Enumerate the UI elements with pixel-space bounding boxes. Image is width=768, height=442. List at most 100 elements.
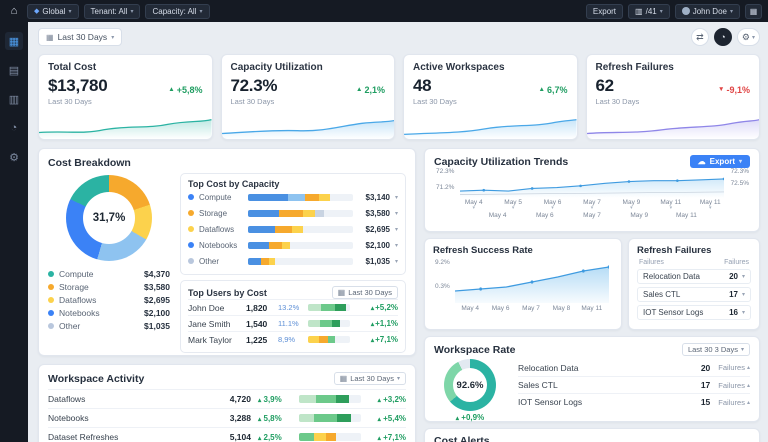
sync-button[interactable]: ⇄	[690, 28, 709, 46]
legend-dot	[48, 309, 54, 316]
trend-up-icon: ▴	[258, 434, 262, 442]
kpi-card-total-cost: Total Cost $13,780 ▲ +5,8% Last 30 Days	[38, 54, 213, 140]
activity-row[interactable]: Dataset Refreshes 5,104 ▴ 2,5% ▴ +7,1%	[48, 427, 406, 442]
trend-down-icon: ▼	[718, 86, 725, 93]
gauge-delta: ▴ +0,9%	[434, 413, 506, 422]
cost-breakdown-donut-section: 31,7% Compute $4,370 Storage $3,580	[48, 173, 170, 353]
failure-label: Sales CTL	[643, 290, 681, 299]
history-button[interactable]: ◔	[713, 28, 732, 46]
global-filter-dropdown[interactable]: ◆ Global ▾	[27, 3, 79, 19]
top-users-range-label: Last 30 Days	[348, 288, 392, 297]
legend-dot	[48, 296, 54, 303]
chevron-down-icon[interactable]: ▾	[394, 194, 398, 201]
row-dot	[188, 210, 194, 216]
chevron-down-icon: ▾	[630, 205, 633, 212]
top-cost-row[interactable]: Storage $3,580 ▾	[188, 205, 398, 221]
legend-label: Other	[59, 320, 81, 331]
list-icon: ▤	[8, 64, 20, 77]
user-name: Jane Smith	[188, 318, 231, 329]
cost-breakdown-detail-section: Top Cost by Capacity Compute $3,140 ▾	[180, 173, 406, 353]
user-pct: 11.1%	[278, 319, 299, 328]
failures-row[interactable]: IOT Sensor Logs 16 ▾	[637, 305, 751, 320]
trends-export-button[interactable]: ☁ Export ▾	[689, 155, 750, 168]
workspace-rate-row[interactable]: Sales CTL 17 Failures ▴	[518, 376, 750, 393]
y-axis-label: 72.3%	[436, 168, 455, 175]
legend-label: Compute	[59, 268, 94, 279]
cost-breakdown-panel: Cost Breakdown 31,7% Compute $4,370	[38, 148, 416, 356]
row-value: 20	[700, 362, 711, 373]
top-cost-row[interactable]: Notebooks $2,100 ▾	[188, 237, 398, 253]
failure-value: 20	[729, 272, 738, 281]
gauge-ring: 92.6%	[444, 359, 496, 411]
sidebar-item-reports[interactable]: ▤	[5, 61, 23, 79]
x-tick-label: May 6	[543, 199, 562, 206]
kpi-card-active-workspaces: Active Workspaces 48 ▲ 6,7% Last 30 Days	[403, 54, 578, 140]
chevron-down-icon: ▾	[472, 205, 475, 212]
x-tick-label: May 4	[464, 199, 483, 206]
legend-value: $3,580	[144, 281, 170, 292]
x-axis: May 4 May 6 May 7 May 8 May 11	[455, 305, 607, 312]
apps-button[interactable]: ▦	[745, 3, 762, 19]
row-label: IOT Sensor Logs	[518, 397, 583, 407]
user-menu[interactable]: John Doe ▾	[674, 3, 740, 19]
bar-chart-icon: ▥	[8, 93, 20, 106]
top-cost-row[interactable]: Other $1,035 ▾	[188, 253, 398, 269]
date-range-button[interactable]: ▦ Last 30 Days ▾	[38, 28, 123, 46]
user-pct: 13.2%	[278, 303, 300, 312]
pager-dropdown[interactable]: ▥ /41 ▾	[628, 3, 670, 19]
x-tick-label: May 5	[504, 199, 522, 206]
top-cost-row[interactable]: Dataflows $2,695 ▾	[188, 221, 398, 237]
workspace-rate-row[interactable]: IOT Sensor Logs 15 Failures ▴	[518, 393, 750, 410]
capacity-trends-panel: Capacity Utilization Trends ☁ Export ▾ 7…	[424, 148, 760, 232]
legend-item: Compute $4,370	[48, 267, 170, 280]
top-user-row[interactable]: Mark Taylor 1,225 8,9% ▴ +7,1%	[188, 331, 398, 347]
user-name: John Doe	[188, 302, 225, 313]
activity-row[interactable]: Dataflows 4,720 ▴ 3,9% ▴ +3,2%	[48, 389, 406, 408]
sidebar-item-metrics[interactable]: ▥	[5, 90, 23, 108]
top-user-row[interactable]: Jane Smith 1,540 11.1% ▴ +1,1%	[188, 315, 398, 331]
top-cost-row[interactable]: Compute $3,140 ▾	[188, 189, 398, 205]
panel-title: Workspace Rate	[434, 343, 516, 356]
chevron-down-icon[interactable]: ▾	[394, 226, 398, 233]
sidebar-item-settings[interactable]: ⚙	[5, 148, 23, 166]
legend-label: Notebooks	[59, 307, 100, 318]
chevron-down-icon: ▾	[111, 34, 115, 41]
row-dot	[188, 194, 194, 200]
capacity-filter-dropdown[interactable]: Capacity: All ▾	[145, 3, 210, 19]
activity-pct: ▴ 2,5%	[258, 433, 292, 442]
failures-row[interactable]: Sales CTL 17 ▾	[637, 287, 751, 302]
chevron-down-icon[interactable]: ▾	[394, 210, 398, 217]
user-name-label: John Doe	[692, 6, 727, 16]
legend-item: Other $1,035	[48, 319, 170, 332]
donut-chart: 31,7%	[66, 175, 152, 261]
workspace-rate-row[interactable]: Relocation Data 20 Failures ▴	[518, 359, 750, 376]
user-delta: ▴ +5,2%	[371, 303, 398, 312]
row-suffix: Failures	[718, 397, 745, 407]
tenant-filter-dropdown[interactable]: Tenant: All ▾	[83, 3, 141, 19]
activity-row[interactable]: Notebooks 3,288 ▴ 5,8% ▴ +5,4%	[48, 408, 406, 427]
top-user-row[interactable]: John Doe 1,820 13.2% ▴ +5,2%	[188, 299, 398, 315]
panel-title: Workspace Activity	[48, 372, 145, 385]
export-button[interactable]: Export	[585, 3, 624, 19]
settings-button[interactable]: ⚙ ▾	[736, 28, 760, 46]
chevron-down-icon[interactable]: ▾	[394, 242, 398, 249]
activity-delta: ▴ +5,4%	[368, 414, 406, 423]
home-icon[interactable]: ⌂	[10, 4, 18, 17]
trend-up-icon: ▴	[258, 396, 262, 404]
chevron-down-icon[interactable]: ▾	[394, 258, 398, 265]
activity-range-badge[interactable]: ▦ Last 30 Days ▾	[333, 372, 406, 385]
sidebar-item-usage[interactable]: ◔	[5, 119, 23, 137]
kpi-value: 72.3%	[230, 76, 278, 95]
legend-dot	[48, 322, 54, 329]
sidebar-item-dashboard[interactable]: ▦	[5, 32, 23, 50]
failures-row[interactable]: Relocation Data 20 ▾	[637, 269, 751, 284]
workspace-rate-range-badge[interactable]: Last 30 3 Days ▾	[681, 343, 750, 356]
x-axis-secondary: May 4 May 6 May 7 May 9 May 11	[474, 212, 710, 219]
legend-label: Storage	[59, 281, 89, 292]
row-suffix: Failures	[718, 380, 745, 390]
row-value: $3,580	[365, 208, 390, 218]
avatar	[681, 7, 690, 15]
top-users-range-badge[interactable]: ▦ Last 30 Days	[331, 286, 398, 299]
kpi-delta: ▲ +5,8%	[168, 85, 202, 95]
kpi-delta: ▼ -9,1%	[718, 85, 750, 95]
